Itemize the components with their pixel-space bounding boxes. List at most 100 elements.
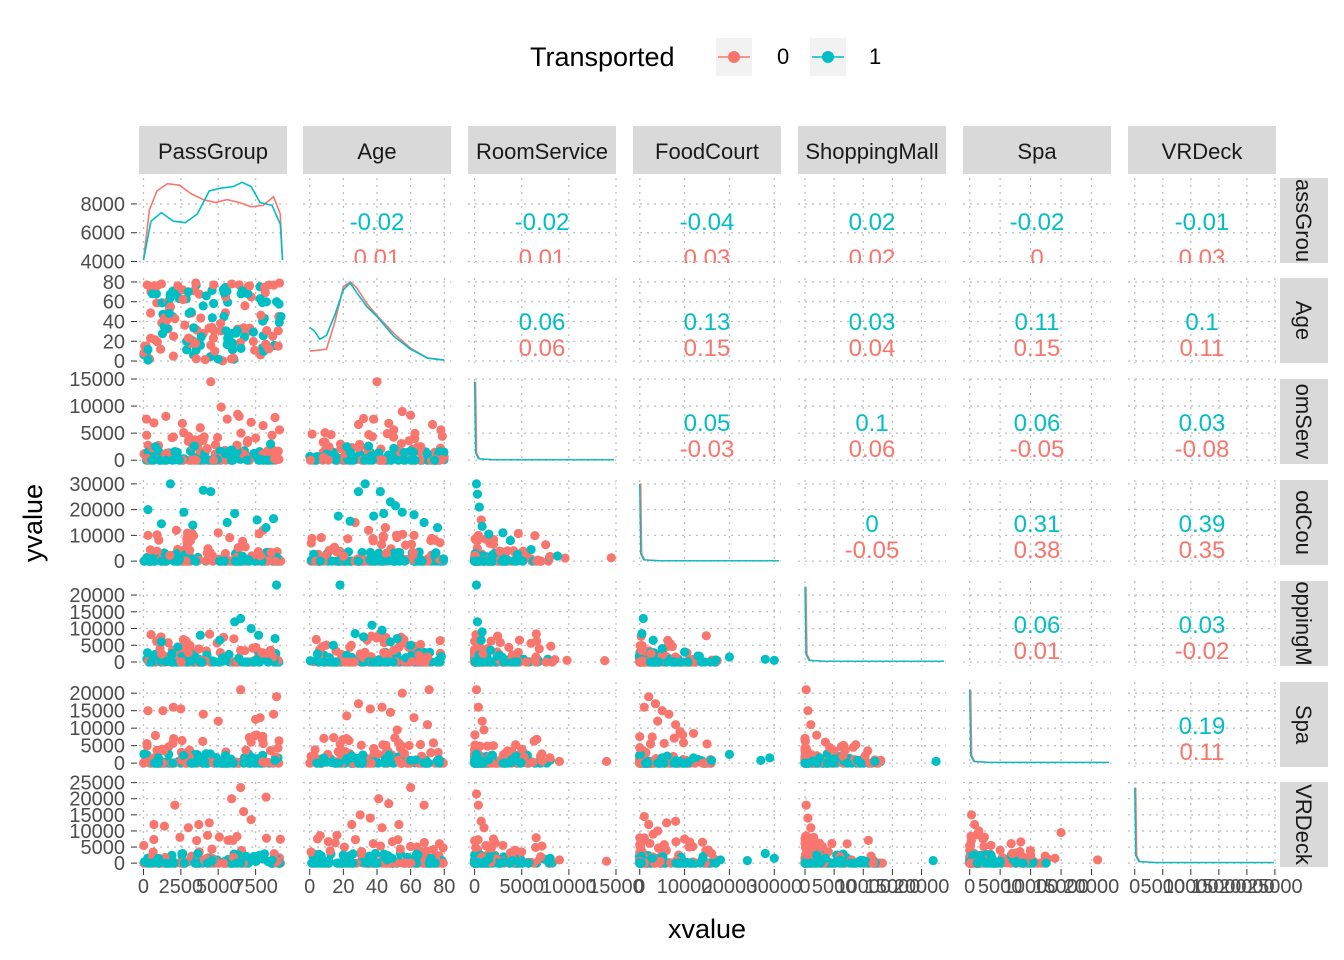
x-tick-label: 10000: [1163, 876, 1219, 898]
point-group-0: [502, 546, 513, 556]
point-group-1: [331, 657, 341, 667]
point-group-1: [331, 455, 341, 465]
panel-r1-c3: [633, 278, 781, 363]
point-group-0: [535, 852, 546, 862]
x-tick-label: 0: [469, 876, 480, 898]
point-group-1: [812, 850, 822, 860]
point-group-0: [161, 449, 171, 459]
point-group-1: [312, 758, 322, 768]
point-group-0: [185, 545, 195, 555]
strip-row-label: omServ: [1291, 384, 1316, 460]
point-group-0: [323, 837, 333, 847]
point-group-1: [161, 858, 171, 868]
point-group-1: [249, 657, 259, 667]
point-group-0: [479, 725, 489, 735]
panel-r0-c3: [633, 178, 781, 263]
point-group-0: [273, 341, 283, 351]
point-group-0: [152, 546, 162, 556]
point-group-0: [154, 535, 164, 545]
point-group-0: [194, 819, 204, 830]
point-group-0: [473, 702, 483, 712]
point-group-0: [376, 539, 387, 550]
point-group-1: [246, 623, 256, 634]
point-group-0: [369, 414, 379, 424]
point-group-1: [219, 653, 229, 663]
point-group-1: [439, 447, 449, 457]
x-tick-label: 10000: [1003, 876, 1059, 898]
point-group-1: [179, 507, 189, 517]
scatter-r6-c2: [469, 789, 612, 868]
point-group-0: [974, 826, 984, 836]
point-group-0: [408, 547, 418, 558]
point-group-0: [262, 325, 272, 336]
point-group-0: [243, 435, 253, 446]
point-group-1: [237, 657, 247, 667]
point-group-1: [252, 515, 262, 525]
corr-group-0: 0.03: [684, 245, 731, 272]
panel-r1-c1: [303, 278, 451, 363]
point-group-1: [362, 858, 372, 868]
point-group-1: [552, 551, 563, 561]
point-group-1: [508, 556, 519, 566]
point-group-0: [350, 834, 361, 845]
point-group-0: [265, 645, 276, 655]
point-group-1: [195, 630, 205, 640]
point-group-1: [147, 657, 157, 667]
point-group-1: [139, 749, 149, 759]
point-group-0: [688, 728, 699, 739]
point-group-0: [639, 702, 649, 712]
corr-group-0: 0.38: [1014, 537, 1061, 564]
panel-r3-c5: [963, 480, 1111, 565]
point-group-0: [191, 278, 201, 288]
point-group-0: [168, 331, 179, 341]
point-group-0: [406, 858, 416, 868]
scatter-r6-c1: [306, 782, 448, 868]
point-group-1: [812, 758, 822, 768]
point-group-1: [254, 455, 264, 465]
point-group-0: [502, 746, 513, 756]
point-group-1: [168, 758, 178, 768]
point-group-0: [372, 377, 382, 387]
point-group-0: [635, 742, 645, 753]
point-group-0: [191, 354, 201, 364]
x-tick-label: 20000: [1064, 876, 1120, 898]
point-group-0: [274, 736, 284, 746]
corr-group-0: 0.15: [1014, 335, 1061, 362]
point-group-1: [183, 287, 193, 297]
point-group-1: [830, 858, 840, 868]
point-group-1: [198, 301, 208, 311]
corr-group-1: 0.03: [1179, 410, 1226, 437]
corr-group-0: 0: [1030, 245, 1043, 272]
point-group-0: [635, 732, 645, 742]
point-group-0: [213, 432, 223, 443]
point-group-0: [529, 736, 539, 746]
x-tick-label: 0: [964, 876, 975, 898]
point-group-0: [639, 833, 649, 843]
scatter-r4-c1: [305, 580, 446, 667]
point-group-0: [332, 830, 342, 840]
point-group-1: [544, 858, 554, 868]
point-group-1: [385, 637, 396, 647]
panel-r1-c6: [1128, 278, 1276, 363]
point-group-0: [236, 645, 246, 655]
point-group-0: [273, 743, 283, 753]
x-tick-label: 5000: [1141, 876, 1186, 898]
x-tick-label: 15000: [1033, 876, 1089, 898]
point-group-0: [213, 716, 223, 726]
point-group-0: [644, 819, 654, 830]
point-group-0: [196, 313, 206, 323]
scatter-r4-c2: [469, 580, 610, 667]
strip-col-RoomService: [468, 126, 616, 174]
scatter-r5-c0: [139, 685, 284, 768]
density-line-g0: [474, 381, 614, 461]
point-group-0: [415, 739, 426, 750]
scatter-r3-c2: [469, 479, 616, 566]
point-group-0: [244, 732, 254, 743]
x-tick-label: 20000: [702, 876, 758, 898]
corr-group-1: -0.02: [515, 209, 570, 236]
point-group-1: [635, 749, 645, 759]
point-group-1: [353, 556, 363, 566]
point-group-0: [306, 847, 316, 857]
x-tick-label: 15000: [1191, 876, 1247, 898]
x-tick-label: 80: [433, 876, 455, 898]
